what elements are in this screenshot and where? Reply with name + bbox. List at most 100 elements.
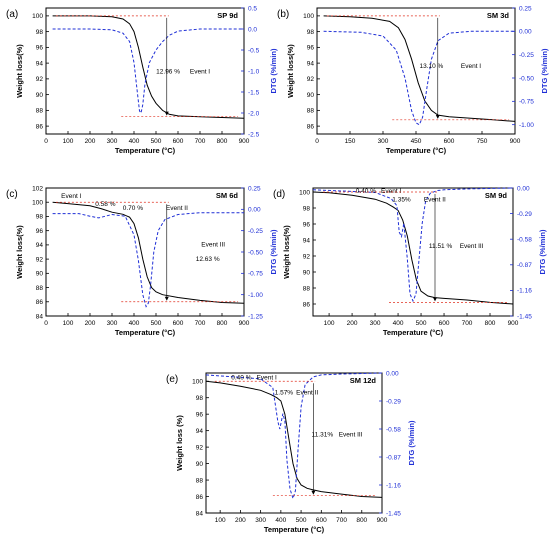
y-tick-label: 98 xyxy=(36,29,44,36)
x-tick-label: 200 xyxy=(235,517,246,524)
y-tick-label: 88 xyxy=(36,108,44,115)
x-tick-label: 300 xyxy=(107,320,118,327)
x-tick-label: 300 xyxy=(255,517,266,524)
y-tick-label: 94 xyxy=(307,60,315,67)
dtg-curve xyxy=(52,212,244,308)
plot-frame xyxy=(312,187,514,317)
x-tick-label: 450 xyxy=(411,138,422,145)
x-tick-label: 500 xyxy=(416,320,427,327)
weight-loss-curve xyxy=(52,15,245,119)
chart-panel-3: 0 100 200 300 400 500 600 700 800 900 84 86 88 90 92 94… xyxy=(6,185,278,337)
y2-axis-label: DTG (%/min) xyxy=(540,48,549,93)
x-tick-label: 300 xyxy=(370,320,381,327)
panel-letter: (e) xyxy=(166,374,178,385)
y2-tick-label: -2.0 xyxy=(248,110,260,117)
x-tick-label: 100 xyxy=(215,517,226,524)
y-tick-label: 88 xyxy=(307,108,315,115)
y-tick-label: 100 xyxy=(192,379,203,386)
annotation-label: Event I xyxy=(381,188,401,195)
y2-tick-label: -0.87 xyxy=(386,454,401,461)
y2-tick-label: -1.00 xyxy=(248,292,263,299)
y-tick-label: 94 xyxy=(36,242,44,249)
annotation-label: Event I xyxy=(190,68,210,75)
y-tick-label: 88 xyxy=(36,285,44,292)
dtg-curve xyxy=(323,30,515,126)
y-tick-label: 86 xyxy=(307,123,315,130)
x-tick-label: 800 xyxy=(217,320,228,327)
y-tick-label: 86 xyxy=(36,299,44,306)
x-tick-label: 0 xyxy=(315,138,319,145)
annotation-label: Event III xyxy=(201,241,225,248)
x-tick-label: 400 xyxy=(393,320,404,327)
y-tick-label: 88 xyxy=(303,285,311,292)
y-axis-label: Weight loss (%) xyxy=(175,415,184,471)
y-tick-label: 100 xyxy=(303,13,314,20)
y2-tick-label: 0.00 xyxy=(248,207,261,214)
y2-tick-label: -0.58 xyxy=(386,426,401,433)
y-tick-label: 92 xyxy=(307,76,315,83)
plot-frame xyxy=(45,7,245,135)
dtg-curve xyxy=(205,372,383,501)
y2-tick-label: -1.5 xyxy=(248,89,260,96)
x-tick-label: 600 xyxy=(173,320,184,327)
annotation-label: 12.63 % xyxy=(196,256,220,263)
annotation-label: 0.70 % xyxy=(123,205,143,212)
y-tick-label: 96 xyxy=(303,221,311,228)
y2-tick-label: 0.00 xyxy=(517,185,530,192)
annotation-label: Event I xyxy=(461,63,481,70)
y2-tick-label: -0.58 xyxy=(517,237,532,244)
x-tick-label: 300 xyxy=(107,138,118,145)
y-tick-label: 86 xyxy=(196,494,204,501)
y2-axis-label: DTG (%/min) xyxy=(269,229,278,274)
y2-tick-label: -0.29 xyxy=(386,398,401,405)
y2-tick-label: -1.00 xyxy=(519,122,534,129)
y2-tick-label: -0.50 xyxy=(248,249,263,256)
chart-panel-4: 100 200 300 400 500 600 700 800 900 86 88 90 92 94 96 9… xyxy=(273,185,547,337)
y2-tick-label: 0.25 xyxy=(248,185,261,192)
x-tick-label: 750 xyxy=(477,138,488,145)
x-tick-label: 700 xyxy=(336,517,347,524)
y-tick-label: 98 xyxy=(36,214,44,221)
x-tick-label: 800 xyxy=(217,138,228,145)
y-tick-label: 90 xyxy=(303,269,311,276)
annotation-label: 11.31% xyxy=(312,431,334,438)
x-tick-label: 700 xyxy=(462,320,473,327)
x-tick-label: 200 xyxy=(85,138,96,145)
y-tick-label: 90 xyxy=(196,461,204,468)
y-tick-label: 100 xyxy=(299,189,310,196)
y2-tick-label: -1.25 xyxy=(248,313,263,320)
x-tick-label: 700 xyxy=(195,138,206,145)
y2-tick-label: 0.00 xyxy=(386,370,399,377)
x-tick-label: 100 xyxy=(324,320,335,327)
x-tick-label: 0 xyxy=(44,320,48,327)
panel-letter: (a) xyxy=(6,9,18,20)
x-tick-label: 900 xyxy=(377,517,388,524)
annotation-label: Event III xyxy=(460,243,484,250)
x-tick-label: 900 xyxy=(239,138,250,145)
y-axis-label: Weight loss(%) xyxy=(15,44,24,98)
y-tick-label: 100 xyxy=(32,13,43,20)
chart-panel-2: 0 150 300 450 600 750 900 86 88 90 92 94 96 98 100 0.25… xyxy=(277,5,549,155)
x-axis-label: Temperature (°C) xyxy=(115,146,176,155)
y2-tick-label: -1.0 xyxy=(248,68,260,75)
x-tick-label: 400 xyxy=(275,517,286,524)
x-tick-label: 900 xyxy=(510,138,521,145)
y-tick-label: 88 xyxy=(196,477,204,484)
y-tick-label: 94 xyxy=(196,428,204,435)
y2-tick-label: -0.25 xyxy=(248,228,263,235)
panel-letter: (c) xyxy=(6,189,18,200)
x-axis-label: Temperature (°C) xyxy=(264,525,325,534)
y2-tick-label: -1.16 xyxy=(386,482,401,489)
sample-label: SM 6d xyxy=(216,191,239,200)
y2-tick-label: -0.50 xyxy=(519,75,534,82)
annotation-label: 1.35% xyxy=(392,197,411,204)
arrow-head xyxy=(164,111,169,116)
x-tick-label: 100 xyxy=(63,320,74,327)
y-tick-label: 96 xyxy=(36,228,44,235)
annotation-label: 1.57% xyxy=(275,389,294,396)
x-tick-label: 600 xyxy=(439,320,450,327)
y-tick-label: 94 xyxy=(303,237,311,244)
x-tick-label: 600 xyxy=(173,138,184,145)
y-axis-label: Weight loss(%) xyxy=(15,225,24,279)
